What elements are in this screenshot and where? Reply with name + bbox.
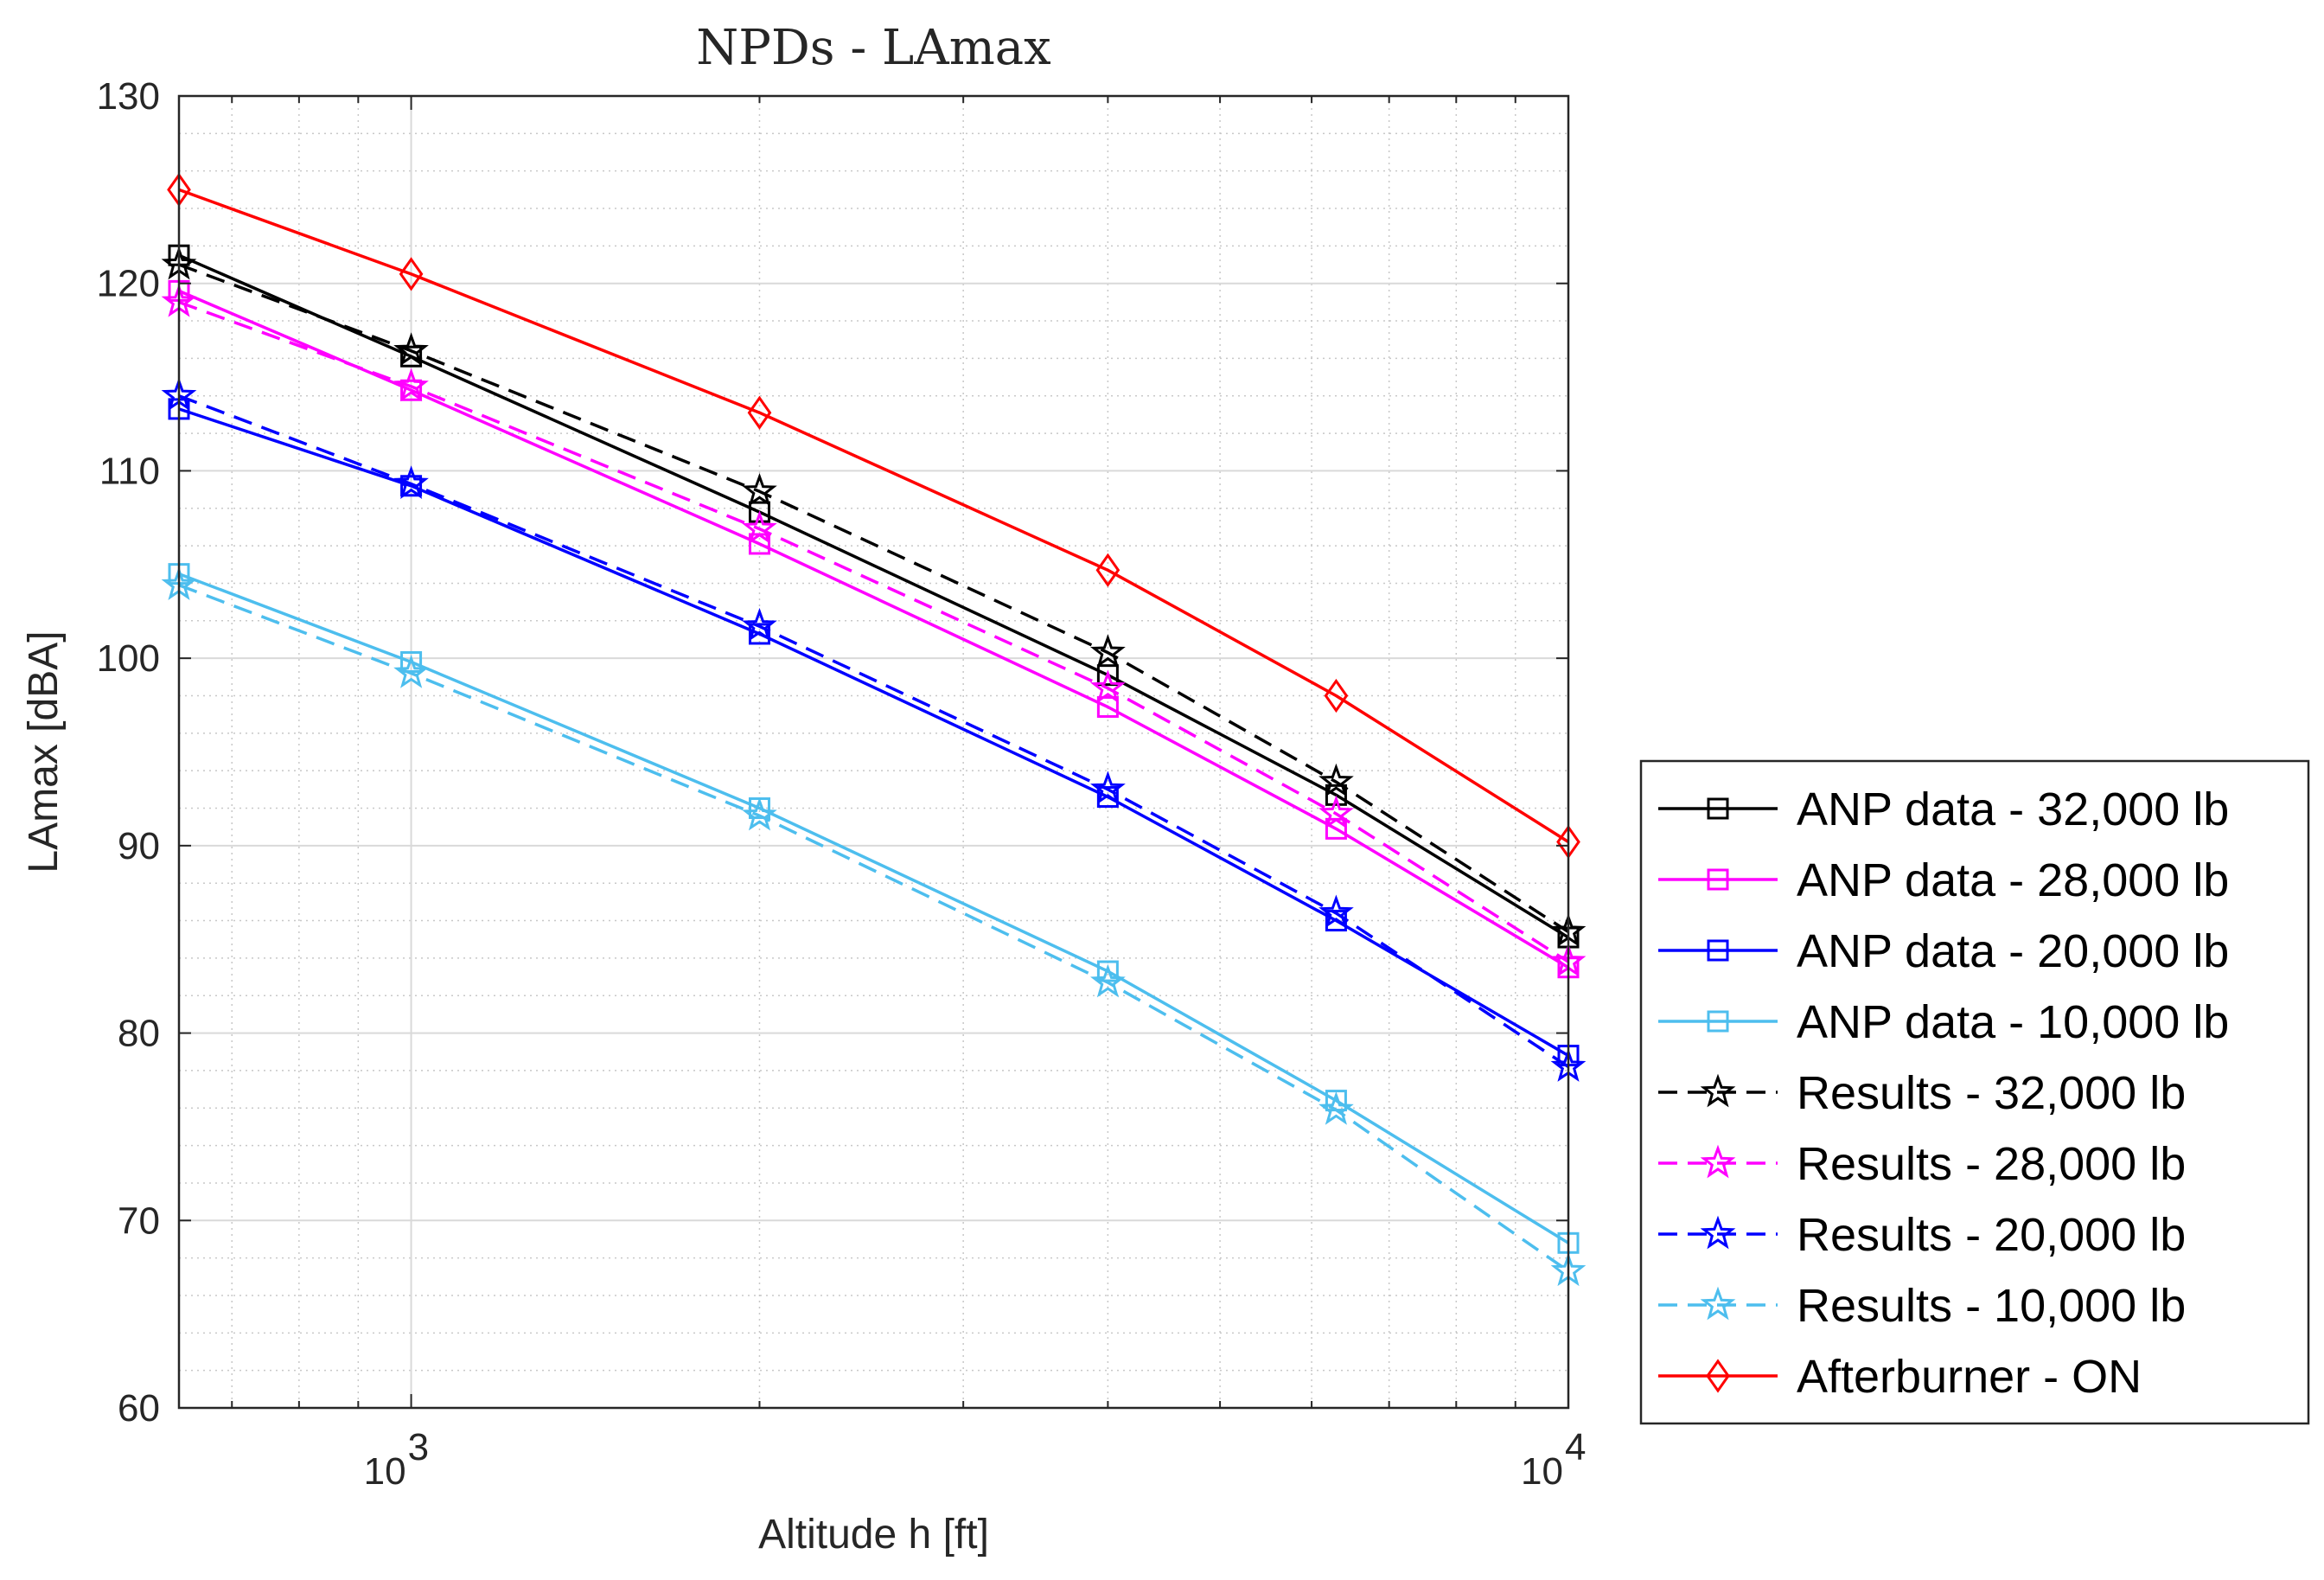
- data-point: [1095, 553, 1120, 587]
- data-point: [1096, 786, 1119, 809]
- y-tick-labels: 60 70 80 90 100 110 120 130: [97, 75, 160, 1430]
- data-point: [1318, 1091, 1354, 1125]
- data-point: [742, 796, 777, 831]
- plot-frame: [177, 94, 1570, 1410]
- y-tick-label: 60: [118, 1387, 160, 1430]
- data-point: [393, 655, 429, 688]
- series-line: [178, 572, 1569, 1244]
- legend-entry: ANP data - 10,000 lb: [1658, 996, 2229, 1048]
- legend-label: Results - 20,000 lb: [1797, 1209, 2186, 1261]
- series-line: [178, 407, 1569, 1058]
- legend-swatch-marker: [1707, 797, 1729, 820]
- data-point: [1090, 771, 1126, 805]
- data-point: [1090, 634, 1126, 668]
- series-line: [178, 263, 1569, 933]
- data-point: [1318, 894, 1354, 929]
- legend-entry: Afterburner - ON: [1658, 1351, 2142, 1403]
- legend-swatch-marker: [1700, 1215, 1736, 1250]
- x-tick-label: 103: [364, 1426, 429, 1493]
- x-tick-label: 104: [1521, 1426, 1586, 1493]
- data-point: [742, 607, 777, 642]
- legend-label: Results - 10,000 lb: [1797, 1280, 2186, 1332]
- x-tick-exponent: 3: [408, 1426, 429, 1468]
- x-tick-base: 10: [364, 1450, 406, 1493]
- data-point: [747, 395, 772, 430]
- legend-entry: Results - 32,000 lb: [1658, 1067, 2186, 1119]
- data-point: [748, 623, 770, 645]
- legend: ANP data - 32,000 lb ANP data - 28,000 lb…: [1639, 759, 2310, 1425]
- legend-entry: Results - 10,000 lb: [1658, 1280, 2186, 1332]
- data-point: [1096, 695, 1119, 718]
- legend-entry: Results - 20,000 lb: [1658, 1209, 2186, 1261]
- legend-label: ANP data - 10,000 lb: [1797, 996, 2229, 1048]
- legend-swatch-marker: [1706, 1359, 1730, 1393]
- data-point: [400, 345, 423, 368]
- x-tick-exponent: 4: [1565, 1426, 1586, 1468]
- data-point: [1096, 664, 1119, 687]
- series-layer: [161, 172, 1587, 1287]
- series-line: [178, 300, 1569, 963]
- axis-ticks: [179, 95, 1569, 1409]
- x-tick-base: 10: [1521, 1450, 1563, 1493]
- y-tick-label: 130: [97, 75, 160, 118]
- legend-entry: Results - 28,000 lb: [1658, 1138, 2186, 1190]
- data-point: [1096, 960, 1119, 982]
- y-tick-label: 90: [118, 825, 160, 867]
- legend-label: Results - 28,000 lb: [1797, 1138, 2186, 1190]
- legend-label: Results - 32,000 lb: [1797, 1067, 2186, 1119]
- data-point: [1324, 678, 1349, 713]
- legend-swatch-marker: [1707, 868, 1729, 891]
- data-point: [1090, 963, 1126, 998]
- data-point: [393, 368, 429, 402]
- series-line: [178, 583, 1569, 1273]
- data-point: [1318, 763, 1354, 797]
- data-point: [393, 332, 429, 367]
- legend-swatch-marker: [1700, 1286, 1736, 1321]
- data-point: [400, 475, 423, 497]
- data-point: [400, 379, 423, 401]
- y-tick-label: 80: [118, 1013, 160, 1055]
- legend-entry: ANP data - 20,000 lb: [1658, 925, 2229, 977]
- legend-label: ANP data - 20,000 lb: [1797, 925, 2229, 977]
- legend-entry: ANP data - 32,000 lb: [1658, 784, 2229, 835]
- legend-entry: ANP data - 28,000 lb: [1658, 854, 2229, 906]
- y-axis-label: LAmax [dBA]: [21, 630, 67, 873]
- data-point: [742, 472, 777, 507]
- data-point: [1090, 669, 1126, 704]
- data-point: [393, 465, 429, 499]
- plot-area: [179, 96, 1568, 1408]
- legend-label: ANP data - 28,000 lb: [1797, 854, 2229, 906]
- y-tick-label: 100: [97, 637, 160, 680]
- data-point: [748, 501, 770, 523]
- legend-label: Afterburner - ON: [1797, 1351, 2142, 1403]
- y-tick-label: 70: [118, 1199, 160, 1242]
- y-tick-label: 120: [97, 263, 160, 305]
- series-line: [178, 253, 1569, 939]
- chart-title: NPDs - LAmax: [696, 20, 1051, 76]
- y-tick-label: 110: [99, 450, 160, 492]
- data-point: [400, 650, 423, 673]
- data-point: [742, 510, 777, 544]
- legend-swatch-marker: [1700, 1144, 1736, 1179]
- data-point: [1318, 795, 1354, 829]
- legend-swatch-marker: [1700, 1073, 1736, 1108]
- series-line: [178, 394, 1569, 1069]
- x-axis-label: Altitude h [ft]: [758, 1512, 989, 1558]
- legend-swatch-marker: [1707, 1010, 1729, 1033]
- series-line: [178, 188, 1569, 843]
- legend-label: ANP data - 32,000 lb: [1797, 784, 2229, 835]
- data-point: [399, 257, 424, 291]
- legend-swatch-marker: [1707, 939, 1729, 962]
